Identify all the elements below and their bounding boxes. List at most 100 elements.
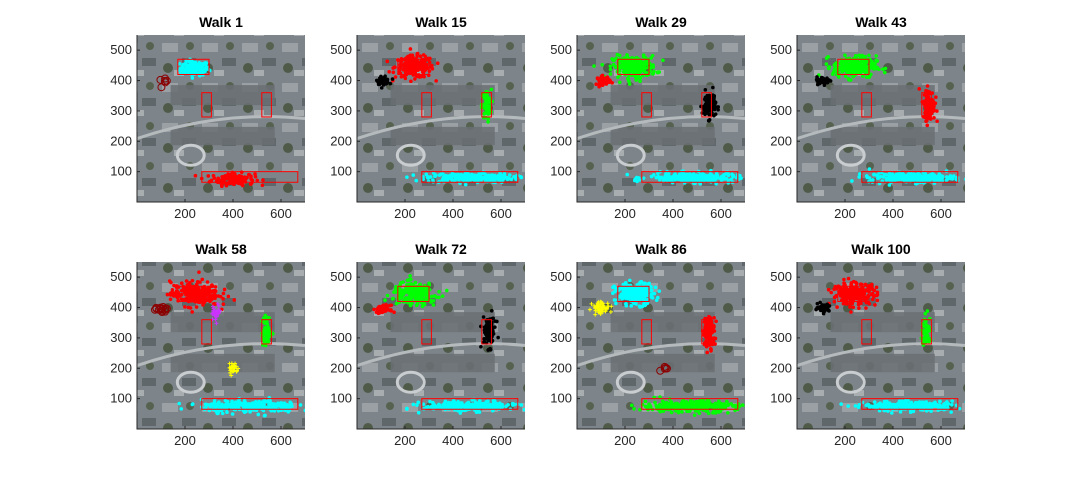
cluster-green xyxy=(630,395,745,417)
point xyxy=(193,61,198,66)
point xyxy=(856,65,861,70)
point xyxy=(600,62,605,67)
region-box-4 xyxy=(861,398,959,410)
point xyxy=(724,403,729,407)
point xyxy=(262,413,267,418)
region-box-1 xyxy=(177,58,210,75)
point xyxy=(262,328,266,332)
point xyxy=(725,399,729,404)
aerial-image xyxy=(797,35,965,202)
point xyxy=(408,290,413,295)
region-box-2 xyxy=(421,92,432,118)
point xyxy=(475,176,479,181)
point xyxy=(894,176,898,181)
point xyxy=(477,399,482,403)
point xyxy=(612,298,617,302)
point xyxy=(872,288,877,293)
point xyxy=(253,172,257,176)
point xyxy=(201,67,206,72)
point xyxy=(851,74,856,79)
point xyxy=(873,303,877,307)
point xyxy=(697,405,702,409)
cluster-cyan xyxy=(850,167,965,187)
point xyxy=(260,183,265,188)
walk-points xyxy=(814,276,965,415)
point xyxy=(718,409,723,414)
point xyxy=(418,54,423,59)
point xyxy=(229,373,234,378)
point xyxy=(950,177,955,181)
point xyxy=(707,401,712,405)
point xyxy=(215,411,220,416)
point xyxy=(256,412,261,417)
point xyxy=(490,176,495,181)
point xyxy=(275,403,280,408)
point xyxy=(215,301,220,306)
point xyxy=(873,61,877,66)
region-box-2 xyxy=(861,319,872,345)
point xyxy=(593,312,598,317)
point xyxy=(165,292,170,297)
point xyxy=(849,282,853,287)
point xyxy=(203,402,208,407)
aerial-image xyxy=(137,35,305,202)
point xyxy=(851,298,856,302)
point xyxy=(493,178,497,183)
point xyxy=(587,307,592,312)
point xyxy=(231,368,236,373)
point xyxy=(415,54,419,59)
point xyxy=(712,324,716,328)
point xyxy=(826,308,831,313)
point xyxy=(657,178,662,182)
point xyxy=(841,59,846,63)
point xyxy=(409,79,413,84)
point xyxy=(704,103,708,108)
road xyxy=(577,342,745,367)
point xyxy=(187,59,192,64)
point xyxy=(240,181,245,185)
region-box-2 xyxy=(421,319,432,345)
aerial-image xyxy=(137,262,305,429)
point xyxy=(649,56,653,60)
point xyxy=(261,405,266,409)
x-tick-label: 200 xyxy=(394,206,416,221)
point xyxy=(718,402,723,406)
point xyxy=(647,402,651,406)
point xyxy=(486,335,491,339)
point xyxy=(405,175,409,179)
point xyxy=(237,174,242,178)
point xyxy=(388,303,392,308)
point xyxy=(649,294,653,299)
point xyxy=(864,288,868,292)
point xyxy=(635,67,640,72)
point xyxy=(483,172,487,177)
subplot-title: Walk 86 xyxy=(635,241,687,257)
point xyxy=(264,331,268,336)
point xyxy=(181,62,186,67)
point xyxy=(235,178,240,183)
cluster-green xyxy=(383,274,449,309)
point xyxy=(405,407,409,411)
point xyxy=(818,300,822,305)
point xyxy=(243,403,248,408)
point xyxy=(430,63,434,68)
point xyxy=(627,59,632,63)
point xyxy=(187,68,191,72)
point xyxy=(416,410,421,415)
point xyxy=(505,175,510,180)
point xyxy=(950,402,954,407)
point xyxy=(867,167,872,171)
point xyxy=(193,173,198,178)
point xyxy=(441,172,445,176)
x-tick-label: 600 xyxy=(930,206,952,221)
point xyxy=(652,173,656,177)
point xyxy=(827,304,832,308)
point xyxy=(398,296,403,300)
point xyxy=(514,177,518,182)
point xyxy=(399,290,404,295)
point xyxy=(830,72,835,76)
point xyxy=(653,285,658,290)
point xyxy=(681,398,686,403)
